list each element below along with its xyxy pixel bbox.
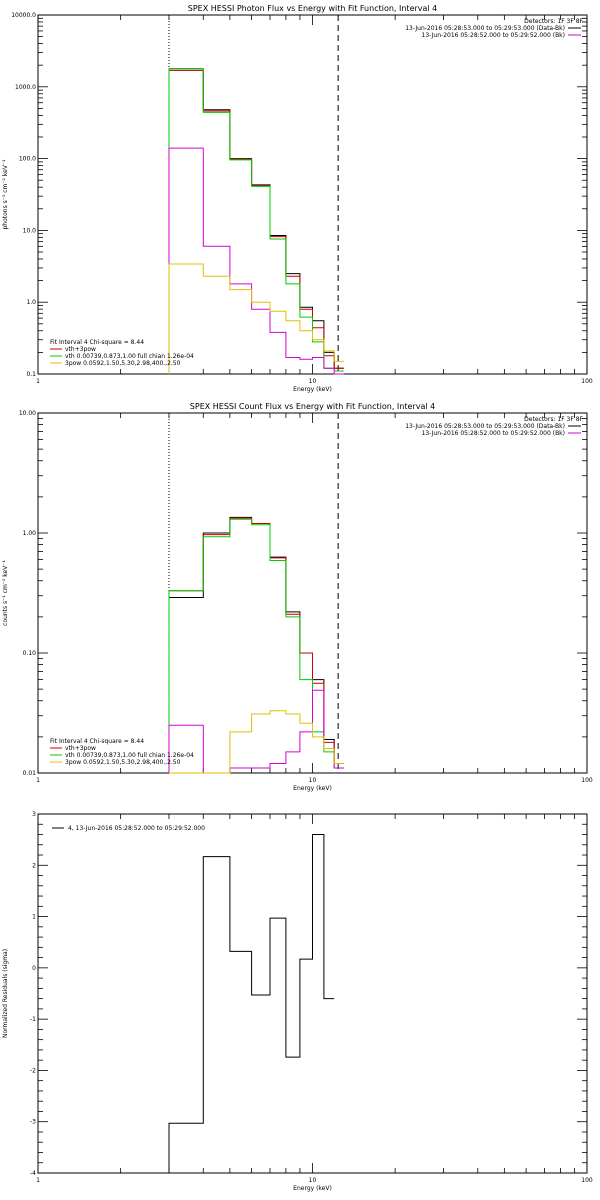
panel-1-legend-fit-entry-1: vth+3pow bbox=[65, 346, 96, 353]
panel-2-series-5-histogram bbox=[169, 710, 344, 774]
panel-1-y-axis-label: photons s⁻¹ cm⁻² keV⁻¹ bbox=[2, 159, 9, 230]
panel-1-legend-entry-1: 13-Jun-2016 05:28:53.000 to 05:29:53.000… bbox=[405, 25, 565, 32]
panel-3-x-axis-label: Energy (keV) bbox=[293, 1185, 332, 1192]
panel-1-legend-fit-header: Fit Interval 4 Chi-square = 8.44 bbox=[50, 339, 144, 346]
panel-3-y-tick-label: -4 bbox=[30, 1170, 36, 1177]
panel-2-legend-entry-2: 13-Jun-2016 05:28:52.000 to 05:29:52.000… bbox=[422, 430, 565, 437]
panel-2-legend-entry-1: 13-Jun-2016 05:28:53.000 to 05:29:53.000… bbox=[405, 423, 565, 430]
panel-2-y-tick-label: 0.10 bbox=[23, 650, 37, 657]
panel-1-series-4-histogram bbox=[168, 147, 344, 375]
panel-2-y-axis-label: counts s⁻¹ cm⁻² keV⁻¹ bbox=[2, 560, 9, 626]
panel-1-legend-fit-entry-2: vth 0.00739,0.873,1.00 full chian 1.26e-… bbox=[65, 353, 194, 360]
panel-1-y-tick-label: 1000.0 bbox=[15, 84, 36, 91]
panel-1-y-tick-label: 1.0 bbox=[26, 299, 36, 306]
panel-1-y-tick-label: 100.0 bbox=[19, 156, 36, 163]
panel-2-legend-detectors: Detectors: 1F 3F 8F bbox=[524, 416, 583, 423]
panel-2-y-tick-label: 1.00 bbox=[23, 530, 37, 537]
panel-1-series-5-histogram bbox=[168, 263, 344, 374]
panel-2-legend-fit-entry-2: vth 0.00739,0.873,1.00 full chian 1.26e-… bbox=[65, 752, 194, 759]
panel-1-legend-detectors: Detectors: 1F 3F 8F bbox=[524, 18, 583, 25]
panel-3-y-tick-label: 1 bbox=[32, 914, 36, 921]
panel-2-series-1-histogram bbox=[168, 516, 344, 773]
panel-3-x-tick-label: 1 bbox=[36, 1177, 40, 1184]
panel-3-y-tick-label: -2 bbox=[30, 1067, 36, 1074]
panel-3-series-1-histogram bbox=[168, 834, 335, 1173]
panel-3-y-tick-label: 2 bbox=[32, 862, 36, 869]
panel-3-y-tick-label: 3 bbox=[32, 811, 36, 818]
panel-3-y-tick-label: -3 bbox=[30, 1119, 36, 1126]
panel-1-series-1-histogram bbox=[168, 69, 344, 374]
panel-1-x-tick-label: 100 bbox=[581, 378, 593, 385]
panel-3-x-tick-label: 10 bbox=[309, 1177, 317, 1184]
panel-2-legend-fit-header: Fit Interval 4 Chi-square = 8.44 bbox=[50, 738, 144, 745]
panel-2-x-tick-label: 10 bbox=[309, 777, 317, 784]
panel-3-y-axis-label: Normalized Residuals (sigma) bbox=[2, 949, 9, 1038]
panel-2-y-tick-label: 10.00 bbox=[19, 410, 36, 417]
panel-2-series-2-histogram bbox=[168, 517, 344, 773]
panel-1-legend-entry-2: 13-Jun-2016 05:28:52.000 to 05:29:52.000… bbox=[422, 32, 565, 39]
panel-2-title: SPEX HESSI Count Flux vs Energy with Fit… bbox=[190, 402, 435, 411]
panel-2-legend-fit-entry-1: vth+3pow bbox=[65, 745, 96, 752]
panel-1-x-axis-label: Energy (keV) bbox=[293, 386, 332, 393]
panel-2-legend-fit-entry-3: 3pow 0.0592,1.50,5.30,2.98,400.,2.50 bbox=[65, 759, 181, 766]
panel-1-legend-fit-entry-3: 3pow 0.0592,1.50,5.30,2.98,400.,2.50 bbox=[65, 360, 181, 367]
panel-1-y-tick-label: 10000.0 bbox=[11, 12, 36, 19]
panel-1-x-tick-label: 10 bbox=[309, 378, 317, 385]
panel-2-y-tick-label: 0.01 bbox=[23, 770, 37, 777]
panel-1-x-tick-label: 1 bbox=[36, 378, 40, 385]
panel-2-x-axis-label: Energy (keV) bbox=[293, 785, 332, 792]
panel-1-series-2-histogram bbox=[168, 69, 344, 374]
panel-1-title: SPEX HESSI Photon Flux vs Energy with Fi… bbox=[188, 4, 438, 13]
panel-3-y-tick-label: -1 bbox=[30, 1016, 36, 1023]
panel-2-x-tick-label: 1 bbox=[36, 777, 40, 784]
panel-3-y-tick-label: 0 bbox=[32, 965, 36, 972]
panel-2-series-3-histogram bbox=[168, 518, 344, 773]
panel-1-y-tick-label: 10.0 bbox=[23, 227, 37, 234]
panel-3-legend-entry: 4, 13-Jun-2016 05:28:52.000 to 05:29:52.… bbox=[68, 825, 205, 832]
panel-3-x-tick-label: 100 bbox=[581, 1177, 593, 1184]
panel-1-y-tick-label: 0.1 bbox=[26, 371, 36, 378]
panel-2-x-tick-label: 100 bbox=[581, 777, 593, 784]
